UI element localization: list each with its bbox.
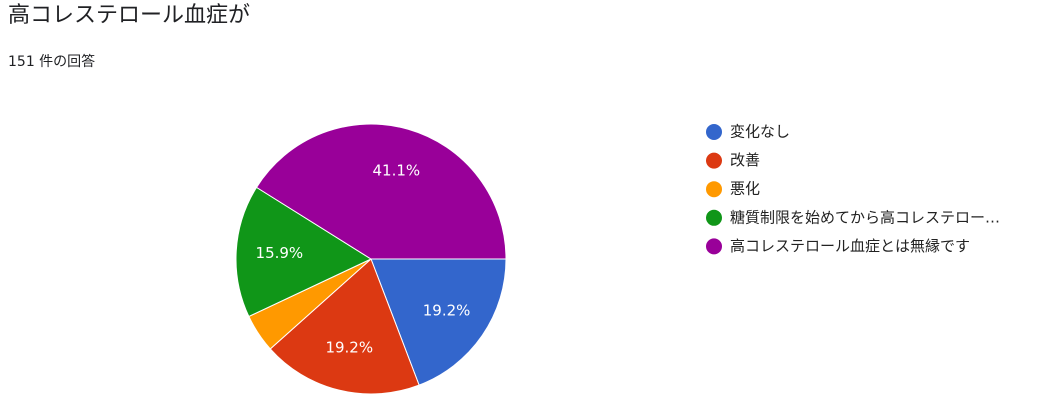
legend-swatch xyxy=(706,238,722,255)
pie-slice xyxy=(370,258,507,386)
legend-swatch xyxy=(706,181,722,198)
pie-slice xyxy=(235,186,373,318)
legend-swatch xyxy=(706,209,722,226)
pie-slice xyxy=(269,258,420,395)
slice-label: 19.2% xyxy=(325,339,373,357)
slice-label: 41.1% xyxy=(373,161,421,179)
chart-title: 高コレステロール血症が xyxy=(8,3,250,28)
legend-label: 改善 xyxy=(730,151,760,169)
response-count: 151 件の回答 xyxy=(8,53,95,70)
legend-label: 悪化 xyxy=(730,180,760,198)
legend-swatch xyxy=(706,124,722,140)
pie-slice xyxy=(255,123,507,260)
slice-label: 19.2% xyxy=(423,302,471,320)
legend-label: 高コレステロール血症とは無縁です xyxy=(730,237,970,255)
legend-label: 糖質制限を始めてから高コレステロー… xyxy=(730,208,1000,226)
slice-label: 15.9% xyxy=(256,244,304,262)
legend-swatch xyxy=(706,152,722,169)
legend-label: 変化なし xyxy=(730,123,790,141)
